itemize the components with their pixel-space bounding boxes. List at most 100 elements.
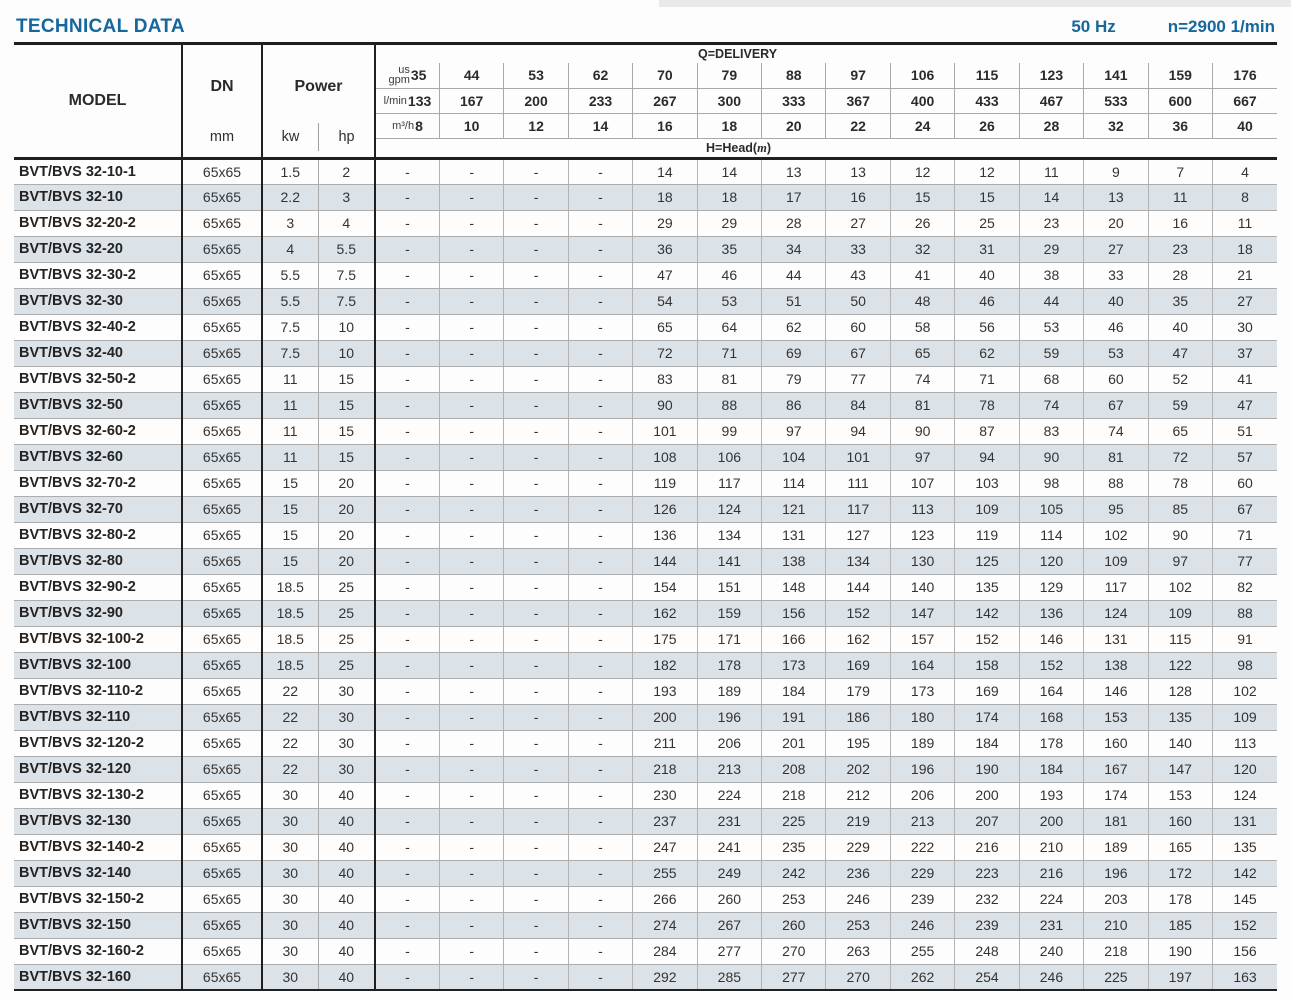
model-cell: BVT/BVS 32-130 (14, 808, 183, 835)
head-value-cell: 77 (1212, 548, 1277, 575)
head-value-cell: 23 (1147, 236, 1213, 263)
head-value-cell: 129 (1018, 574, 1084, 601)
head-label: H=Head(m) (706, 140, 771, 155)
head-value-cell: - (375, 730, 440, 757)
head-value-cell: - (375, 652, 440, 679)
head-value-cell: 241 (696, 834, 762, 861)
dn-cell: 65x65 (182, 184, 263, 211)
model-row: BVT/BVS 32-160 65x65 30 40- - - -292 285 277 270 2… (14, 964, 1277, 990)
head-value-cell: 242 (761, 860, 826, 887)
head-value-cell: 60 (1212, 470, 1277, 497)
head-value-cell: 17 (761, 184, 826, 211)
model-row: BVT/BVS 32-50 65x65 11 15- - - -90 88 86 84 81 78 74… (14, 392, 1277, 419)
head-value-cell: 44 (761, 262, 826, 289)
head-value-cell: 181 (1083, 808, 1149, 835)
hp-cell: 25 (318, 574, 377, 601)
head-value-cell: - (375, 886, 440, 913)
hp-cell: 15 (318, 418, 377, 445)
delivery-lmin-value: 233 (567, 88, 633, 114)
hp-cell: 15 (318, 444, 377, 471)
head-value-cell: 65 (889, 340, 955, 367)
head-value-cell: 11 (1212, 210, 1277, 237)
head-value-cell: 224 (696, 782, 762, 809)
head-value-cell: 94 (954, 444, 1020, 471)
head-value-cell: 229 (825, 834, 891, 861)
head-value-cell: - (503, 860, 569, 887)
head-value-cell: 225 (1083, 964, 1149, 990)
dn-cell: 65x65 (182, 704, 263, 731)
head-value-cell: 90 (1147, 522, 1213, 549)
head-value-cell: 33 (1083, 262, 1149, 289)
kw-cell: 5.5 (262, 262, 319, 289)
head-value-cell: 138 (761, 548, 826, 575)
dn-cell: 65x65 (182, 314, 263, 341)
head-value-cell: - (438, 756, 504, 783)
head-value-cell: 71 (1212, 522, 1277, 549)
dn-cell: 65x65 (182, 756, 263, 783)
dn-cell: 65x65 (182, 678, 263, 705)
kw-cell: 15 (262, 496, 319, 523)
model-row: BVT/BVS 32-100-2 65x65 18.5 25- - - -175 171 166… (14, 626, 1277, 653)
model-row: BVT/BVS 32-80-2 65x65 15 20- - - -136 134 131 127… (14, 522, 1277, 549)
hp-cell: 7.5 (318, 288, 377, 315)
model-cell: BVT/BVS 32-50-2 (14, 366, 183, 393)
head-value-cell: 53 (696, 288, 762, 315)
head-value-cell: 38 (1018, 262, 1084, 289)
head-value-cell: 117 (696, 470, 762, 497)
head-value-cell: 197 (1147, 964, 1213, 990)
head-value-cell: 172 (1147, 860, 1213, 887)
dn-cell: 65x65 (182, 340, 263, 367)
speed-value: n=2900 1/min (1167, 17, 1275, 36)
head-value-cell: 50 (825, 288, 891, 315)
model-row: BVT/BVS 32-140 65x65 30 40- - - -255 249 242 236 2… (14, 860, 1277, 887)
model-row: BVT/BVS 32-100 65x65 18.5 25- - - -182 178 173 16… (14, 652, 1277, 679)
model-row: BVT/BVS 32-160-2 65x65 30 40- - - -284 277 270 26… (14, 938, 1277, 965)
head-value-cell: 74 (1083, 418, 1149, 445)
head-value-cell: 216 (1018, 860, 1084, 887)
head-value-cell: 231 (696, 808, 762, 835)
head-value-cell: 78 (1147, 470, 1213, 497)
dn-cell: 65x65 (182, 210, 263, 237)
head-value-cell: 189 (889, 730, 955, 757)
head-value-cell: - (503, 626, 569, 653)
head-value-cell: 200 (632, 704, 698, 731)
head-value-cell: - (503, 912, 569, 939)
delivery-gpm-value: us gpm35 (375, 63, 440, 89)
head-value-cell: 206 (889, 782, 955, 809)
dn-cell: 65x65 (182, 288, 263, 315)
head-value-cell: 52 (1147, 366, 1213, 393)
model-cell: BVT/BVS 32-120 (14, 756, 183, 783)
dn-cell: 65x65 (182, 730, 263, 757)
head-value-cell: - (438, 938, 504, 965)
head-value-cell: 60 (825, 314, 891, 341)
operating-specs: 50 Hz n=2900 1/min (1071, 17, 1275, 37)
head-value-cell: 165 (1147, 834, 1213, 861)
dn-header-label: DN (210, 77, 234, 95)
head-value-cell: 101 (632, 418, 698, 445)
head-value-cell: 87 (954, 418, 1020, 445)
head-value-cell: 59 (1147, 392, 1213, 419)
delivery-lmin-value: 333 (761, 88, 826, 114)
head-value-cell: 167 (1083, 756, 1149, 783)
kw-cell: 4 (262, 236, 319, 263)
hp-cell: 40 (318, 808, 377, 835)
head-value-cell: 124 (1212, 782, 1277, 809)
head-value-cell: 67 (1083, 392, 1149, 419)
dn-cell: 65x65 (182, 470, 263, 497)
hp-cell: 40 (318, 886, 377, 913)
head-value-cell: 51 (761, 288, 826, 315)
head-value-cell: 218 (1083, 938, 1149, 965)
head-value-cell: 83 (632, 366, 698, 393)
model-cell: BVT/BVS 32-110 (14, 704, 183, 731)
head-value-cell: - (503, 548, 569, 575)
head-value-cell: - (503, 236, 569, 263)
hp-cell: 7.5 (318, 262, 377, 289)
model-cell: BVT/BVS 32-150-2 (14, 886, 183, 913)
head-value-cell: - (503, 210, 569, 237)
head-value-cell: 166 (761, 626, 826, 653)
head-value-cell: 154 (632, 574, 698, 601)
unit-label-lmin: l/min (383, 95, 407, 108)
kw-cell: 18.5 (262, 652, 319, 679)
kw-cell: 30 (262, 860, 319, 887)
head-value-cell: - (438, 340, 504, 367)
